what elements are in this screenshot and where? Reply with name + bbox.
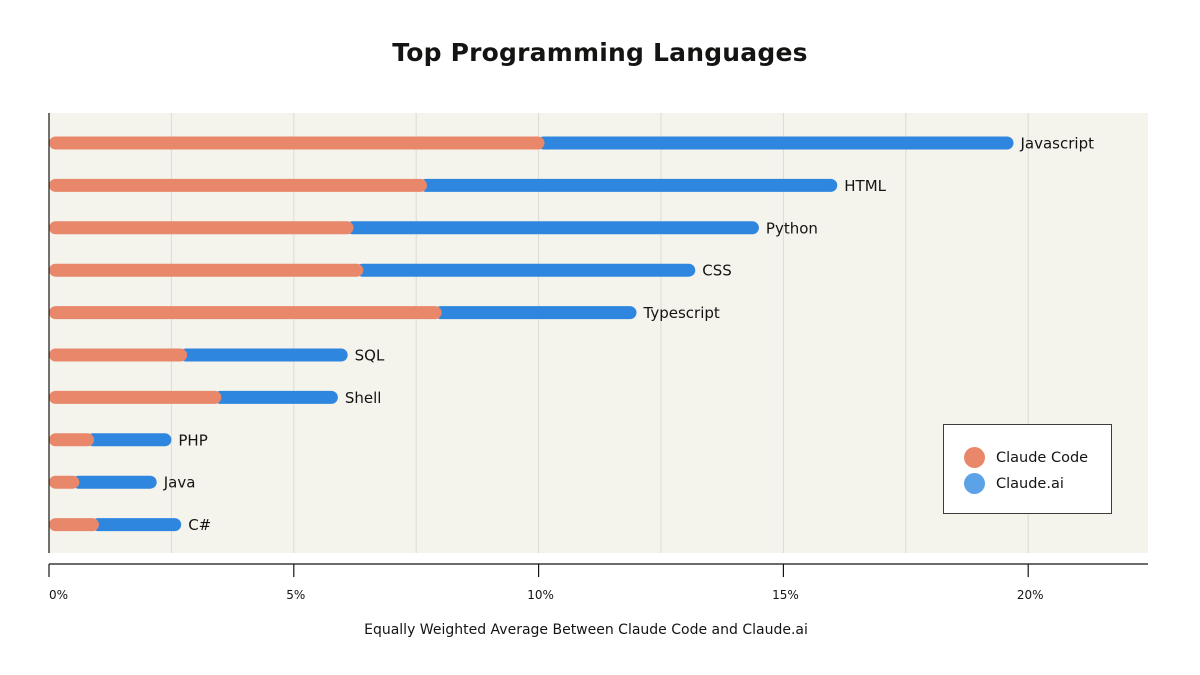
category-label-shell: Shell <box>345 389 382 407</box>
legend-label-claude-ai: Claude.ai <box>996 475 1064 492</box>
legend-item-claude-code: Claude Code <box>964 447 1088 468</box>
category-label-sql: SQL <box>355 347 385 365</box>
legend-item-claude-ai: Claude.ai <box>964 473 1064 494</box>
x-tick-label: 5% <box>286 588 305 602</box>
category-label-css: CSS <box>702 262 732 280</box>
category-label-java: Java <box>163 474 196 492</box>
category-label-typescript: Typescript <box>643 304 720 322</box>
chart-title: Top Programming Languages <box>392 38 808 67</box>
legend-swatch-claude-code <box>964 447 985 468</box>
legend-swatch-claude-ai <box>964 473 985 494</box>
x-tick-label: 10% <box>527 588 554 602</box>
category-label-html: HTML <box>844 177 886 195</box>
legend-label-claude-code: Claude Code <box>996 449 1089 466</box>
category-label-csharp: C# <box>188 516 211 534</box>
x-tick-label: 15% <box>772 588 799 602</box>
x-tick-label: 0% <box>49 588 68 602</box>
x-axis-label: Equally Weighted Average Between Claude … <box>364 622 808 638</box>
x-tick-label: 20% <box>1017 588 1044 602</box>
category-label-javascript: Javascript <box>1020 135 1095 153</box>
category-label-python: Python <box>766 219 818 237</box>
category-label-php: PHP <box>178 431 207 449</box>
legend: Claude Code Claude.ai <box>943 424 1112 514</box>
